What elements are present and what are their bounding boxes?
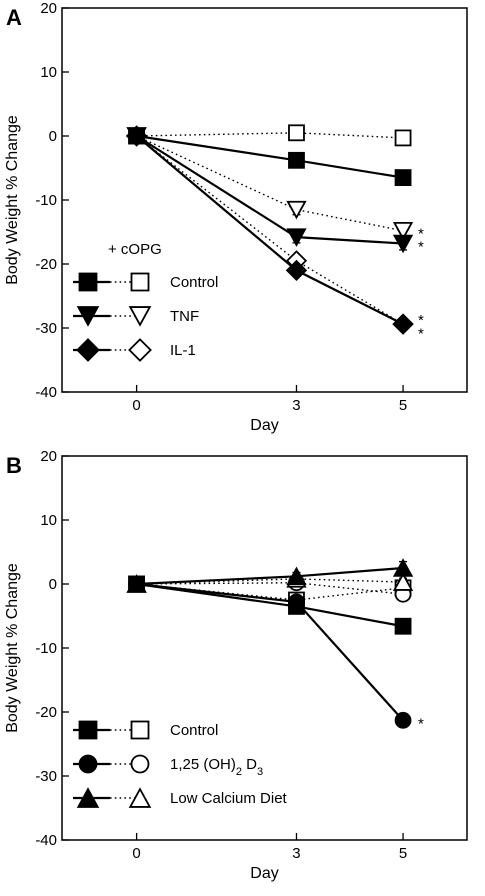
data-point [285,259,308,282]
series-il-1-solid [125,125,414,335]
x-tick-label: 0 [132,397,140,414]
legend: Control 1,25 (OH)2 D3 Low Calcium Diet [73,720,288,808]
y-tick-label: 0 [49,576,57,593]
x-tick-label: 5 [399,397,407,414]
y-tick-label: 10 [40,64,57,81]
series-1-25-oh-2-d3-solid [128,575,412,729]
series-line [136,135,404,325]
significance-asterisk: * [418,715,424,732]
y-tick-label: -20 [35,704,57,721]
series-line [136,134,404,179]
x-axis-label: Day [250,865,278,882]
y-tick-label: -10 [35,640,57,657]
data-point [392,558,414,577]
y-tick-label: 10 [40,512,57,529]
series-low-calcium-diet-solid [126,558,414,593]
data-point [288,593,305,611]
data-point [392,234,414,254]
series-line [136,135,404,245]
legend-marker-open [128,306,152,327]
panel-a: A 20 10 0 -10 -20 -30 -40 0 3 5 Day Body Weight % Ch… [4,0,468,434]
x-tick-label: 0 [132,845,140,862]
data-point [394,169,412,187]
plot-frame [61,7,468,393]
x-axis-label: Day [250,417,278,434]
data-point [394,711,412,729]
legend-marker-open [130,272,150,292]
legend-label: TNF [170,308,199,325]
significance-asterisk: * [418,326,424,343]
legend-title: + cOPG [108,241,162,258]
plot-frame [61,455,468,841]
legend-label: Low Calcium Diet [170,790,288,807]
panel-letter: A [6,5,22,30]
y-tick-label: -40 [35,832,57,849]
data-point [394,617,412,635]
series-line [136,582,404,722]
data-point [392,313,414,335]
data-point [392,572,414,591]
x-tick-label: 3 [292,845,300,862]
data-point [288,124,305,142]
series-line [136,583,404,601]
legend-marker-open [130,720,150,740]
data-point [286,566,307,586]
y-tick-label: -30 [35,320,57,337]
data-point [286,228,307,247]
y-tick-label: -40 [35,384,57,401]
data-point [392,221,414,241]
data-point [286,200,307,220]
legend-label: 1,25 (OH)2 D3 [170,756,263,778]
y-tick-label: -30 [35,768,57,785]
y-axis-label: Body Weight % Change [4,115,21,285]
series-line [136,135,404,232]
legend-marker-solid [78,720,98,740]
series-control-open [128,124,412,147]
legend-label: Control [170,722,218,739]
panel-b: B 20 10 0 -10 -20 -30 -40 0 3 5 Day Body Weight % Ch… [4,448,468,882]
series-line [136,566,404,586]
y-tick-label: 0 [49,128,57,145]
significance-asterisk: * [418,312,424,329]
legend-marker-open [128,338,152,362]
data-point [288,151,305,169]
legend-marker-solid [78,754,98,774]
panel-letter: B [6,453,22,478]
legend-marker-solid [76,338,100,362]
legend-marker-open [130,754,150,774]
legend: + cOPG Control TNF IL-1 [73,241,218,362]
y-axis-label: Body Weight % Change [4,563,21,733]
y-tick-label: -20 [35,256,57,273]
series-line [136,132,404,139]
legend-marker-open [128,787,152,808]
legend-marker-solid [76,787,100,808]
series-tnf-open [126,127,414,241]
significance-asterisk: * [418,239,424,256]
legend-label: IL-1 [170,342,196,359]
y-tick-label: -10 [35,192,57,209]
significance-asterisk: * [418,226,424,243]
data-point [126,574,147,593]
x-tick-label: 5 [399,845,407,862]
y-tick-label: 20 [40,448,57,465]
series-line [135,135,404,326]
x-tick-label: 3 [292,397,300,414]
legend-label: Control [170,274,218,291]
series-tnf-solid [126,127,414,254]
series-control-solid [128,575,412,635]
y-tick-label: 20 [40,0,57,17]
legend-marker-solid [78,272,98,292]
data-point [394,129,412,147]
legend-marker-solid [76,306,100,327]
data-point [125,125,148,147]
